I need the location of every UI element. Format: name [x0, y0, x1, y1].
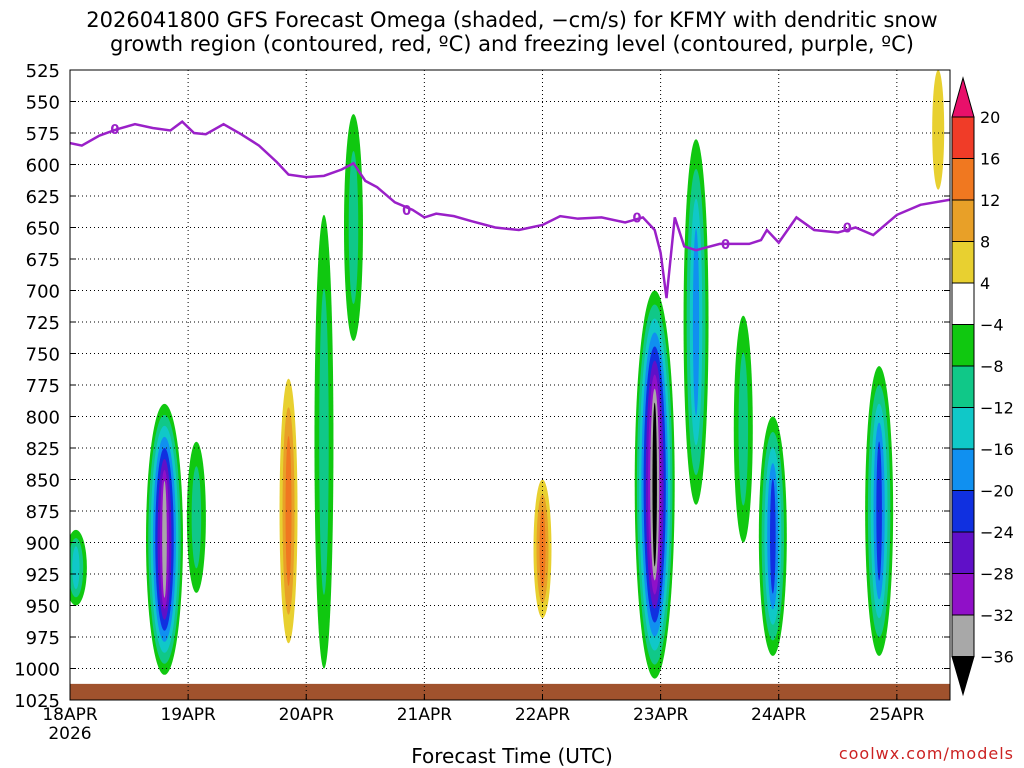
omega-feature-0-level-2	[72, 546, 80, 590]
colorbar-label: −12	[980, 399, 1014, 418]
y-axis: 525 550 575 600 625 650 675 700 725 750 775 800 825 8…	[14, 61, 950, 712]
colorbar-label: −4	[980, 316, 1004, 335]
freezing-level-label: 0	[721, 238, 730, 253]
y-tick-label: 750	[26, 345, 60, 366]
colorbar-segment	[951, 241, 975, 284]
colorbar-label: 8	[980, 233, 990, 252]
colorbar-segment	[951, 282, 975, 325]
omega-feature-7-level-8	[652, 402, 657, 567]
y-tick-label: 675	[26, 250, 60, 271]
y-tick-label: 600	[26, 156, 60, 177]
y-tick-label: 975	[26, 628, 60, 649]
x-tick-sublabel: 2026	[48, 724, 91, 744]
colorbar-label: 4	[980, 274, 990, 293]
colorbar-label: −24	[980, 523, 1014, 542]
credit-text: coolwx.com/models	[838, 744, 1014, 763]
y-tick-label: 775	[26, 376, 60, 397]
y-tick-label: 625	[26, 187, 60, 208]
colorbar-segment	[951, 490, 975, 533]
colorbar-label: −28	[980, 565, 1014, 584]
omega-feature-1-level-7	[162, 480, 167, 598]
y-tick-label: 575	[26, 124, 60, 145]
y-tick-label: 825	[26, 439, 60, 460]
x-tick-label: 25APR	[869, 705, 925, 725]
x-tick-label: 21APR	[397, 705, 453, 725]
chart-title-line1: 2026041800 GFS Forecast Omega (shaded, −…	[86, 8, 938, 32]
colorbar-segment	[951, 199, 975, 242]
omega-feature-4-level-1	[319, 288, 329, 595]
colorbar-segment	[951, 573, 975, 616]
freezing-level-label: 0	[632, 211, 641, 226]
colorbar-segment	[951, 365, 975, 408]
colorbar-segment	[951, 158, 975, 201]
y-tick-label: 800	[26, 408, 60, 429]
freezing-level-label: 0	[402, 204, 411, 219]
colorbar-label: −8	[980, 357, 1004, 376]
y-tick-label: 950	[26, 597, 60, 618]
colorbar: 20 16 12 8 4 −4 −8 −12 −16 −20 −24 −28 −32 −36	[951, 76, 1014, 697]
x-tick-label: 19APR	[160, 705, 216, 725]
colorbar-segment	[951, 407, 975, 450]
colorbar-segment	[951, 531, 975, 574]
x-axis-title: Forecast Time (UTC)	[411, 744, 613, 768]
colorbar-label: −20	[980, 482, 1014, 501]
y-tick-label: 550	[26, 93, 60, 114]
omega-feature-12-level-0	[932, 70, 945, 190]
x-tick-label: 20APR	[279, 705, 335, 725]
colorbar-label: −32	[980, 606, 1014, 625]
freezing-level-contour: 0 0 0 0 0	[70, 120, 950, 299]
y-tick-label: 925	[26, 565, 60, 586]
x-tick-label: 18APR	[42, 705, 98, 725]
colorbar-segment	[951, 448, 975, 491]
freezing-level-label: 0	[110, 123, 119, 138]
colorbar-segment	[951, 614, 975, 657]
colorbar-label: −16	[980, 440, 1014, 459]
omega-feature-5-level-1	[348, 150, 359, 305]
colorbar-top-arrow	[951, 76, 975, 118]
colorbar-segment	[951, 116, 975, 159]
x-tick-label: 22APR	[515, 705, 571, 725]
x-tick-label: 23APR	[633, 705, 689, 725]
grid-lines	[70, 70, 950, 700]
colorbar-label: 12	[980, 191, 1000, 210]
freezing-level-label: 0	[843, 222, 852, 237]
omega-feature-10-level-4	[770, 478, 776, 594]
y-tick-label: 525	[26, 61, 60, 82]
omega-feature-3-level-2	[285, 436, 292, 586]
y-tick-label: 900	[26, 534, 60, 555]
freezing-level-line	[70, 120, 950, 299]
ground-terrain	[70, 683, 950, 700]
colorbar-label: 16	[980, 150, 1000, 169]
colorbar-label: −36	[980, 648, 1014, 667]
y-tick-label: 850	[26, 471, 60, 492]
omega-feature-2-level-1	[191, 466, 202, 569]
colorbar-bottom-arrow	[951, 656, 975, 697]
omega-feature-6-level-2	[539, 509, 546, 589]
omega-feature-9-level-1	[738, 352, 749, 506]
y-tick-label: 1025	[14, 691, 60, 712]
y-tick-label: 725	[26, 313, 60, 334]
chart-title-line2: growth region (contoured, red, ºC) and f…	[110, 32, 914, 56]
ground-fill	[70, 683, 950, 700]
omega-shading	[70, 70, 945, 679]
colorbar-label: 20	[980, 108, 1000, 127]
y-tick-label: 875	[26, 502, 60, 523]
x-tick-label: 24APR	[751, 705, 807, 725]
colorbar-segment	[951, 324, 975, 367]
omega-feature-11-level-4	[876, 441, 882, 581]
y-tick-label: 700	[26, 282, 60, 303]
y-tick-label: 1000	[14, 660, 60, 681]
omega-feature-8-level-3	[692, 228, 700, 416]
y-tick-label: 650	[26, 219, 60, 240]
